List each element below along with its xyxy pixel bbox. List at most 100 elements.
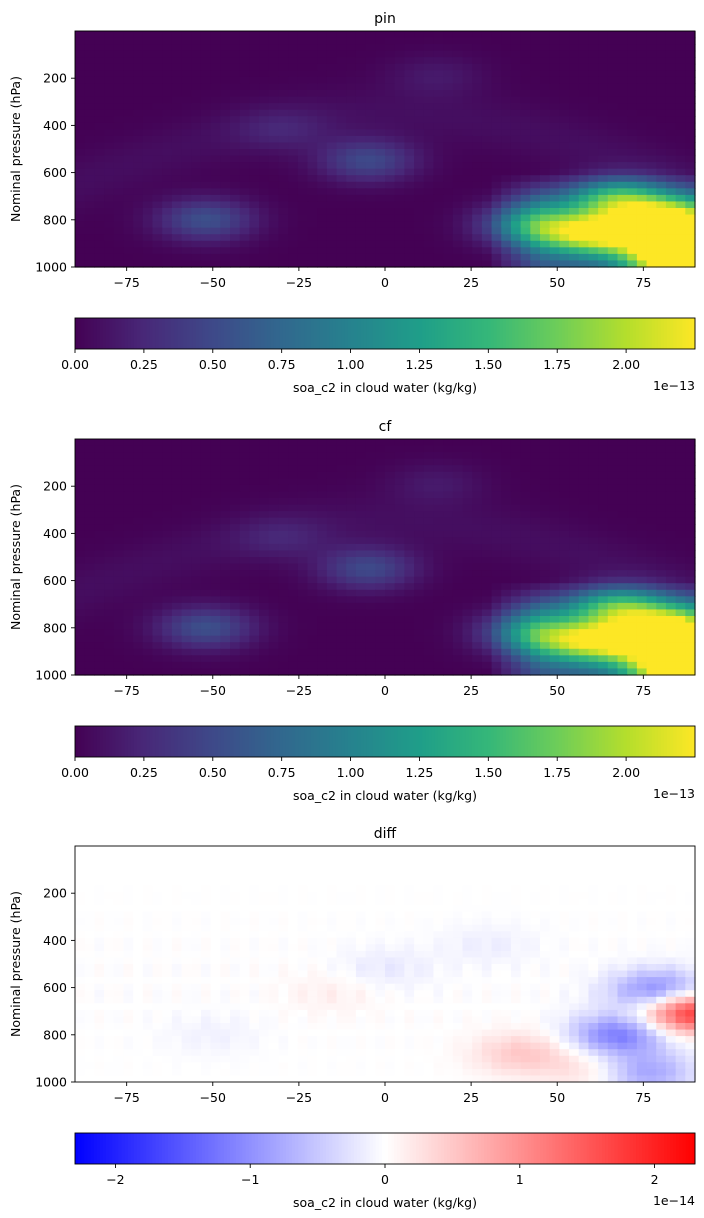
heatmap-cell bbox=[259, 648, 270, 656]
heatmap-cell bbox=[481, 543, 493, 552]
heatmap-cell bbox=[656, 122, 667, 130]
heatmap-cell bbox=[656, 642, 667, 650]
heatmap-cell bbox=[627, 642, 638, 650]
heatmap-cell bbox=[636, 609, 648, 617]
heatmap-cell bbox=[578, 76, 590, 85]
heatmap-cell bbox=[75, 214, 86, 222]
heatmap-cell bbox=[181, 221, 192, 229]
heatmap-cell bbox=[452, 452, 464, 460]
heatmap-cell bbox=[646, 635, 657, 643]
heatmap-cell bbox=[530, 253, 541, 262]
heatmap-cell bbox=[491, 253, 502, 262]
heatmap-cell bbox=[162, 557, 173, 565]
colorbar-segment bbox=[478, 318, 482, 349]
heatmap-cell bbox=[288, 471, 299, 479]
heatmap-cell bbox=[423, 596, 435, 604]
heatmap-cell bbox=[656, 162, 667, 170]
heatmap-cell bbox=[636, 445, 648, 453]
heatmap-cell bbox=[375, 543, 386, 552]
heatmap-cell bbox=[239, 90, 250, 98]
colorbar-segment bbox=[276, 726, 281, 757]
heatmap-cell bbox=[540, 175, 551, 183]
heatmap-cell bbox=[365, 253, 376, 262]
heatmap-cell bbox=[307, 445, 318, 453]
heatmap-cell bbox=[510, 543, 522, 552]
heatmap-cell bbox=[210, 629, 221, 637]
heatmap-cell bbox=[239, 550, 250, 558]
heatmap-cell bbox=[414, 70, 425, 78]
x-tick-label: 75 bbox=[635, 683, 651, 698]
heatmap-cell bbox=[326, 162, 338, 170]
heatmap-cell bbox=[607, 103, 619, 111]
heatmap-cell bbox=[452, 622, 464, 630]
heatmap-cell bbox=[326, 563, 338, 571]
heatmap-cell bbox=[685, 135, 696, 144]
heatmap-cell bbox=[385, 504, 396, 512]
heatmap-cell bbox=[288, 452, 299, 460]
heatmap-cell bbox=[607, 668, 619, 676]
heatmap-cell bbox=[346, 70, 357, 78]
heatmap-cell bbox=[375, 162, 386, 170]
heatmap-cell bbox=[617, 517, 628, 525]
heatmap-cell bbox=[75, 31, 86, 39]
heatmap-cell bbox=[123, 201, 134, 209]
heatmap-cell bbox=[365, 498, 376, 506]
heatmap-cell bbox=[288, 629, 299, 637]
heatmap-cell bbox=[75, 168, 86, 176]
heatmap-cell bbox=[249, 484, 260, 493]
panel-title: pin bbox=[374, 11, 396, 27]
heatmap-cell bbox=[510, 498, 522, 506]
heatmap-cell bbox=[685, 609, 696, 617]
heatmap-cell bbox=[191, 214, 202, 222]
heatmap-cell bbox=[297, 445, 309, 453]
heatmap-cell bbox=[685, 537, 696, 545]
heatmap-cell bbox=[152, 583, 163, 591]
heatmap-cell bbox=[326, 57, 338, 65]
colorbar-segment bbox=[521, 318, 525, 349]
heatmap-cell bbox=[210, 240, 221, 248]
colorbar-segment bbox=[657, 318, 662, 349]
heatmap-cell bbox=[520, 96, 531, 104]
heatmap-cell bbox=[685, 57, 696, 65]
heatmap-cell bbox=[162, 439, 173, 447]
heatmap-cell bbox=[171, 635, 183, 643]
heatmap-cell bbox=[181, 537, 192, 545]
heatmap-cell bbox=[472, 648, 483, 656]
heatmap-cell bbox=[423, 583, 435, 591]
heatmap-cell bbox=[113, 543, 125, 552]
heatmap-cell bbox=[656, 129, 667, 137]
heatmap-cell bbox=[84, 96, 95, 104]
heatmap-cell bbox=[200, 221, 212, 229]
heatmap-cell bbox=[665, 175, 677, 183]
heatmap-cell bbox=[210, 122, 221, 130]
colorbar-segment bbox=[316, 318, 321, 349]
colorbar-segment bbox=[378, 318, 383, 349]
heatmap-cell bbox=[230, 175, 241, 183]
heatmap-cell bbox=[113, 661, 125, 670]
heatmap-cell bbox=[336, 550, 347, 558]
heatmap-cell bbox=[249, 103, 260, 111]
heatmap-cell bbox=[385, 234, 396, 242]
heatmap-cell bbox=[365, 491, 376, 499]
heatmap-cell bbox=[394, 471, 405, 479]
heatmap-cell bbox=[385, 452, 396, 460]
heatmap-cell bbox=[104, 498, 115, 506]
heatmap-cell bbox=[520, 214, 531, 222]
heatmap-cell bbox=[491, 478, 502, 486]
heatmap-cell bbox=[336, 609, 347, 617]
heatmap-cell bbox=[133, 240, 144, 248]
heatmap-cell bbox=[404, 31, 415, 39]
heatmap-cell bbox=[433, 76, 444, 85]
heatmap-cell bbox=[230, 162, 241, 170]
heatmap-cell bbox=[675, 155, 686, 163]
heatmap-cell bbox=[675, 589, 686, 597]
heatmap-cell bbox=[171, 478, 183, 486]
heatmap-cell bbox=[152, 149, 163, 157]
heatmap-cell bbox=[297, 76, 309, 85]
colorbar-segment bbox=[109, 318, 113, 349]
heatmap-cell bbox=[355, 616, 367, 624]
heatmap-cell bbox=[646, 570, 657, 578]
heatmap-cell bbox=[200, 76, 212, 85]
heatmap-cell bbox=[588, 596, 599, 604]
heatmap-cell bbox=[549, 181, 560, 189]
